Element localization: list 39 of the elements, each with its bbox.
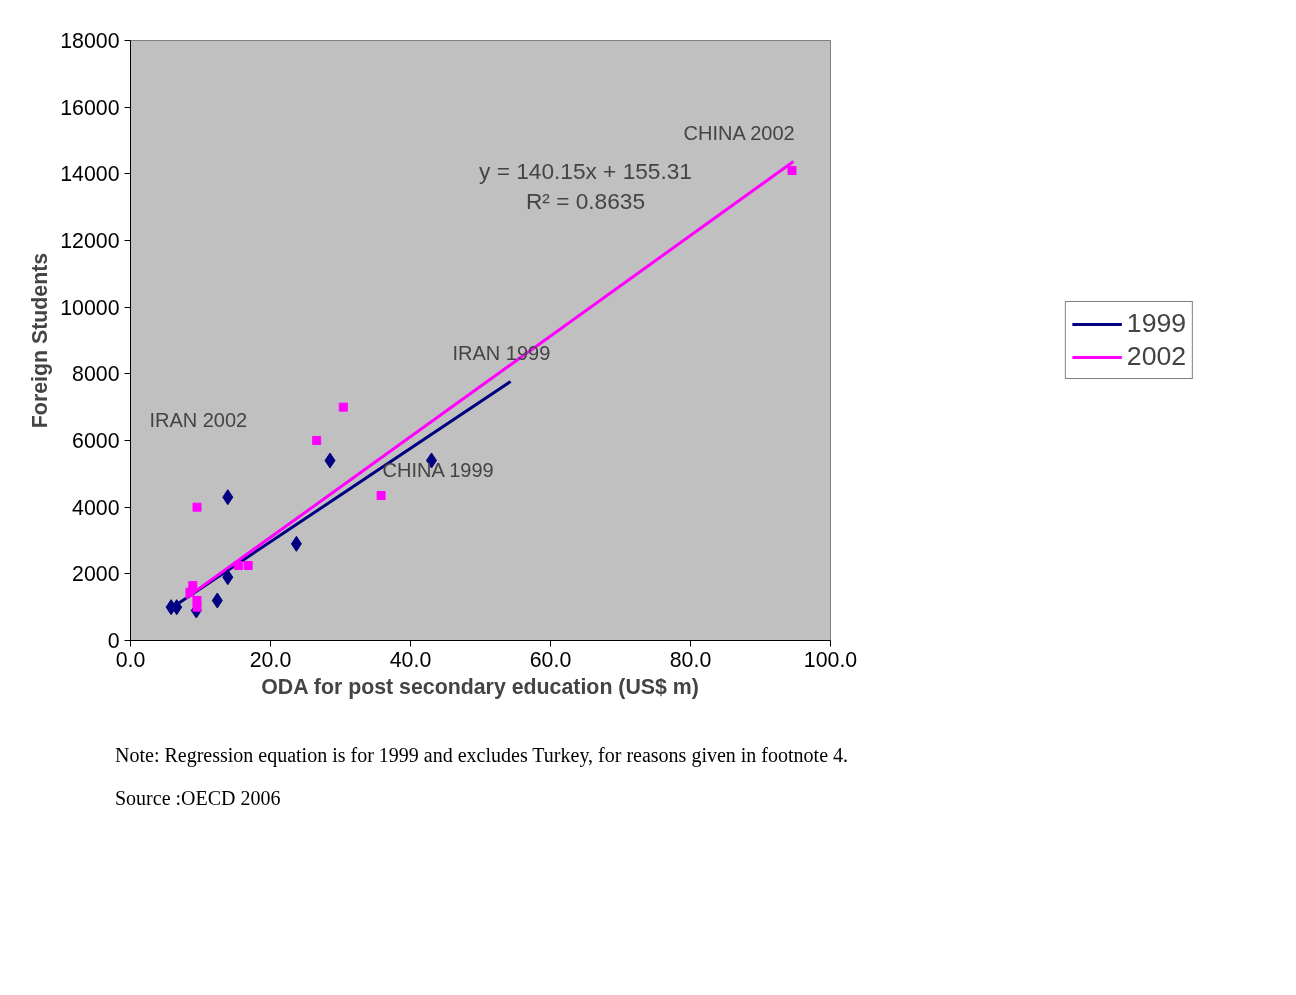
- point: [338, 402, 348, 412]
- y-tick-label: 6000: [72, 429, 120, 453]
- point: [233, 561, 243, 570]
- point: [192, 602, 202, 612]
- annotation: CHINA 1999: [382, 458, 494, 481]
- y-axis-title: Foreign Students: [28, 252, 53, 429]
- x-axis-title: ODA for post secondary education (US$ m): [261, 674, 699, 699]
- point: [188, 581, 198, 590]
- y-tick-label: 12000: [60, 229, 120, 253]
- y-tick-label: 14000: [60, 162, 120, 187]
- x-tick-label: 60.0: [529, 647, 572, 672]
- text: Note: Regression equation is for 1999 and excludes Turkey, for reasons given in footnote 4.: [115, 743, 849, 769]
- annotation: R² = 0.8635: [525, 187, 646, 214]
- point: [787, 166, 797, 175]
- annotation: y = 140.15x + 155.31: [479, 157, 692, 184]
- y-tick-label: 18000: [60, 29, 120, 53]
- y-tick-label: 10000: [60, 295, 120, 320]
- point: [222, 489, 234, 506]
- x-tick-label: 100.0: [803, 647, 858, 672]
- annotation: IRAN 2002: [149, 408, 248, 431]
- legend-label: 2002: [1126, 341, 1187, 372]
- point: [376, 491, 386, 500]
- x-tick-label: 80.0: [669, 647, 712, 672]
- y-tick-label: 8000: [72, 362, 120, 387]
- point: [211, 592, 223, 609]
- point: [192, 502, 202, 512]
- y-tick-label: 4000: [72, 495, 120, 520]
- point: [324, 452, 336, 469]
- y-tick-label: 2000: [72, 562, 120, 587]
- point: [222, 569, 234, 586]
- x-tick-label: 20.0: [249, 647, 292, 672]
- point: [290, 535, 302, 552]
- point: [243, 561, 253, 570]
- source-note: Source :OECD 2006: [115, 785, 282, 811]
- y-tick-label: 16000: [60, 95, 120, 120]
- point: [312, 436, 322, 445]
- x-tick-label: 40.0: [389, 647, 432, 672]
- annotation: CHINA 2002: [683, 121, 795, 144]
- legend-label: 1999: [1126, 308, 1187, 339]
